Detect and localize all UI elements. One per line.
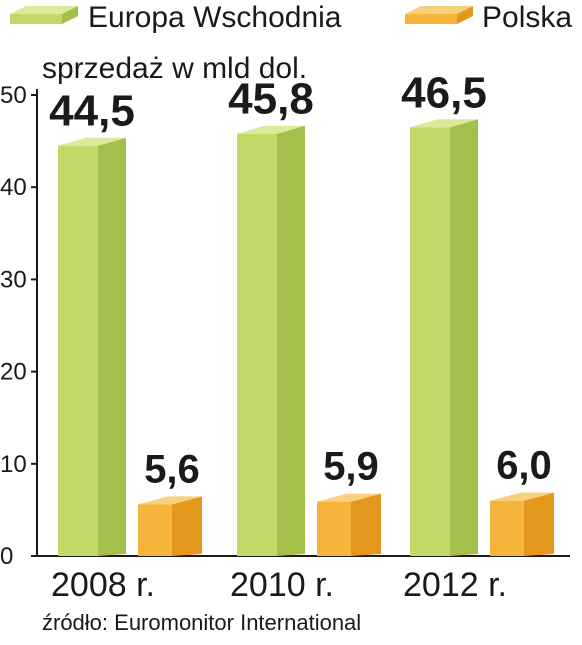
bar-polska-1-side bbox=[172, 496, 202, 556]
y-tick-label-10: 10 bbox=[0, 451, 27, 478]
source-note: źródło: Euromonitor International bbox=[42, 610, 361, 635]
bar-europa-wschodnia-3-top bbox=[410, 119, 478, 128]
bar-europa-wschodnia-2-top bbox=[237, 125, 305, 134]
bar-polska-3-front bbox=[490, 500, 524, 556]
bar-europa-wschodnia-3 bbox=[410, 119, 478, 557]
y-tick-label-40: 40 bbox=[0, 174, 27, 201]
y-tick-label-20: 20 bbox=[0, 359, 27, 386]
bar-polska-3 bbox=[490, 492, 554, 556]
x-tick-label-1: 2008 r. bbox=[51, 566, 155, 604]
value-label-europa-wschodnia-3: 46,5 bbox=[401, 68, 487, 117]
bar-polska-2-front bbox=[317, 501, 351, 556]
bar-polska-3-side bbox=[524, 492, 554, 556]
bar-europa-wschodnia-3-side bbox=[450, 119, 478, 557]
legend-swatch-europa-wschodnia bbox=[10, 6, 78, 14]
bar-europa-wschodnia-1-top bbox=[58, 137, 126, 146]
bar-europa-wschodnia-3-front bbox=[410, 127, 450, 557]
x-axis-labels: 2008 r. 2010 r. 2012 r. bbox=[51, 566, 507, 604]
bar-polska-1-front bbox=[138, 504, 172, 556]
bar-polska-1-top bbox=[138, 496, 202, 505]
bar-polska-2-side bbox=[351, 493, 381, 556]
value-label-polska-1: 5,6 bbox=[144, 447, 200, 491]
y-axis: 0 10 20 30 40 50 bbox=[0, 82, 570, 570]
legend-swatch-polska-side bbox=[457, 6, 473, 24]
value-label-europa-wschodnia-2: 45,8 bbox=[228, 75, 314, 124]
chart-subtitle: sprzedaż w mld dol. bbox=[42, 52, 307, 85]
y-tick-label-0: 0 bbox=[0, 543, 13, 570]
legend-label-polska: Polska bbox=[482, 1, 572, 34]
bar-polska-1 bbox=[138, 496, 202, 556]
bar-polska-3-top bbox=[490, 492, 554, 501]
legend-swatch-polska-front bbox=[405, 14, 457, 24]
bar-europa-wschodnia-2-front bbox=[237, 133, 277, 556]
y-tick-label-30: 30 bbox=[0, 266, 27, 293]
bar-europa-wschodnia-1-side bbox=[98, 137, 126, 556]
y-tick-label-50: 50 bbox=[0, 82, 27, 109]
bar-europa-wschodnia-2 bbox=[237, 125, 305, 556]
x-tick-label-3: 2012 r. bbox=[403, 566, 507, 604]
legend: Europa Wschodnia Polska bbox=[10, 1, 572, 34]
bar-europa-wschodnia-2-side bbox=[277, 125, 305, 556]
bar-polska-2-top bbox=[317, 493, 381, 502]
bar-polska-2 bbox=[317, 493, 381, 556]
value-label-europa-wschodnia-1: 44,5 bbox=[49, 87, 135, 136]
legend-item-polska: Polska bbox=[405, 1, 572, 34]
legend-item-europa-wschodnia: Europa Wschodnia bbox=[10, 1, 342, 34]
legend-swatch-europa-wschodnia-side bbox=[62, 6, 78, 24]
x-tick-label-2: 2010 r. bbox=[230, 566, 334, 604]
legend-swatch-europa-wschodnia-front bbox=[10, 14, 62, 24]
value-label-polska-3: 6,0 bbox=[496, 444, 552, 488]
bar-europa-wschodnia-1-front bbox=[58, 145, 98, 556]
legend-label-europa-wschodnia: Europa Wschodnia bbox=[88, 1, 342, 34]
value-labels: 44,5 5,6 45,8 5,9 46,5 6,0 bbox=[49, 68, 552, 491]
value-label-polska-2: 5,9 bbox=[323, 445, 379, 489]
bars bbox=[58, 119, 554, 557]
bar-europa-wschodnia-1 bbox=[58, 137, 126, 556]
legend-swatch-polska bbox=[405, 6, 473, 14]
